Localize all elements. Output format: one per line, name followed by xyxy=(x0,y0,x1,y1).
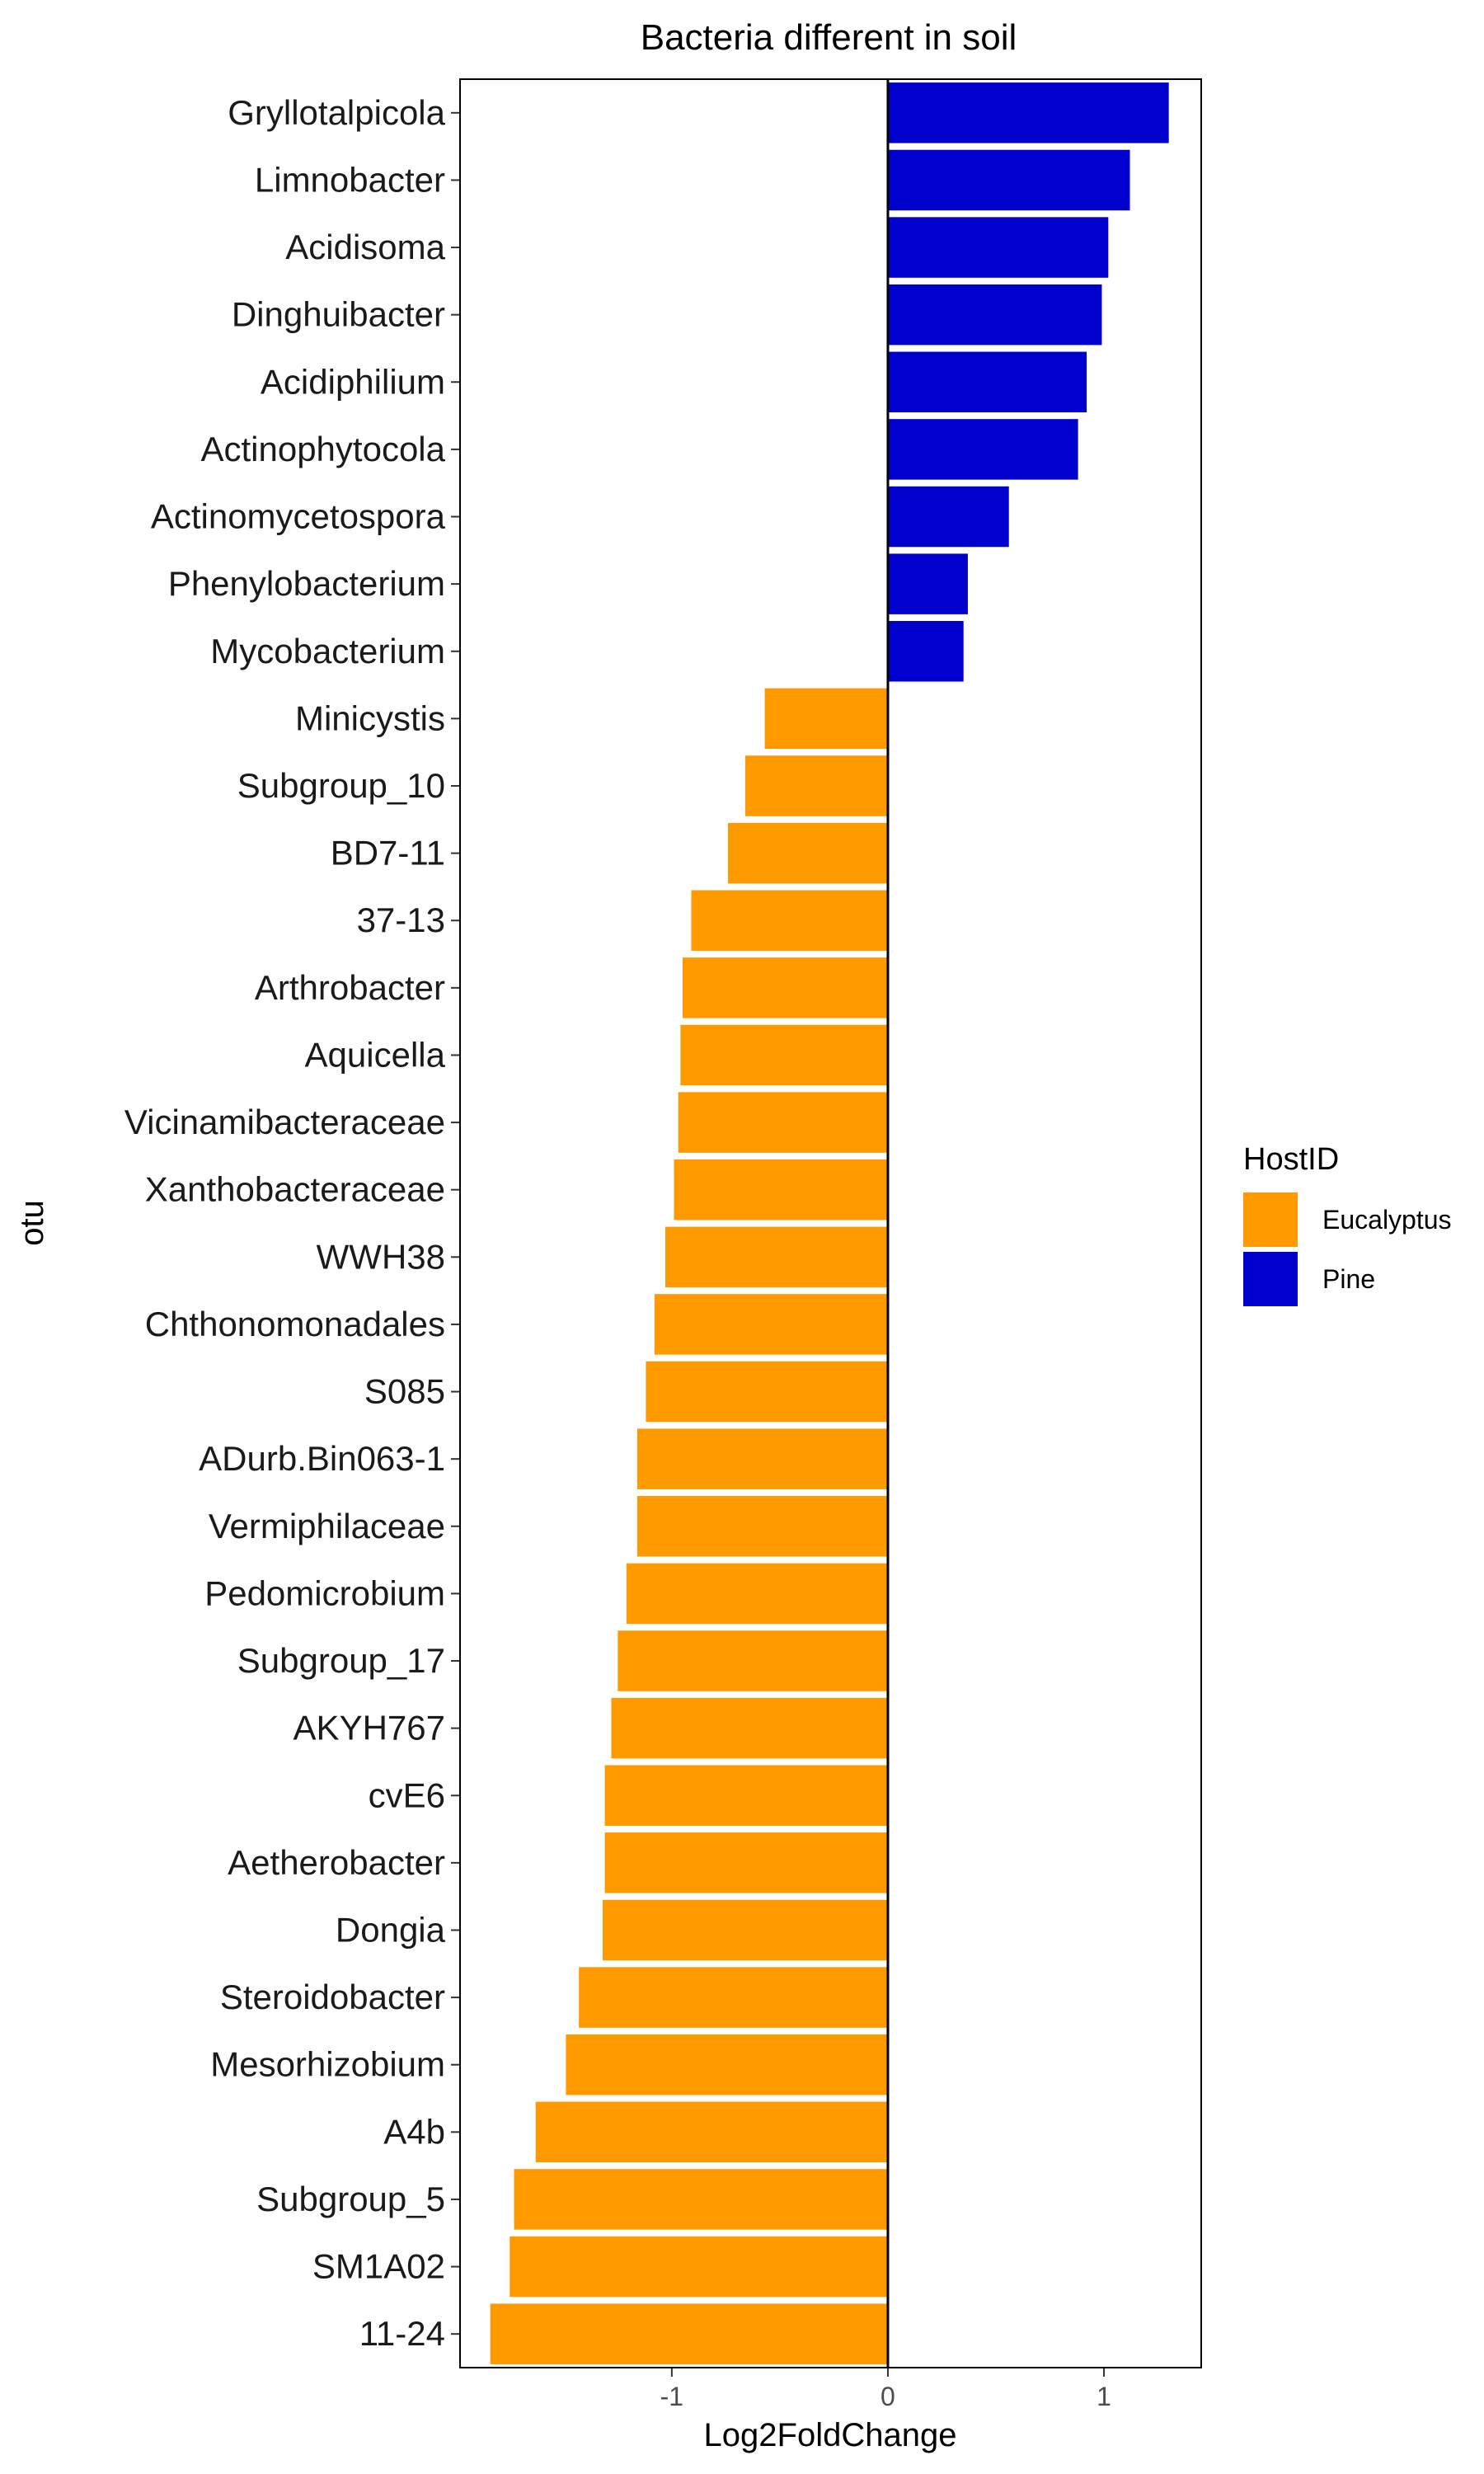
y-axis-title: otu xyxy=(14,1200,50,1246)
bar-Subgroup_17 xyxy=(618,1630,888,1691)
bar-Aquicella xyxy=(680,1024,888,1086)
category-label: Limnobacter xyxy=(255,160,445,199)
bar-Subgroup_5 xyxy=(514,2169,888,2230)
category-label: Acidisoma xyxy=(285,228,445,266)
category-label: Chthonomonadales xyxy=(145,1305,445,1343)
category-label: S085 xyxy=(364,1372,445,1411)
category-label: Xanthobacteraceae xyxy=(145,1170,445,1209)
bar-Chthonomonadales xyxy=(654,1294,888,1355)
bar-Gryllotalpicola xyxy=(887,82,1169,143)
bar-Steroidobacter xyxy=(579,1967,888,2028)
chart-title: Bacteria different in soil xyxy=(641,17,1017,58)
bar-ADurb.Bin063-1 xyxy=(636,1428,888,1489)
bar-Dinghuibacter xyxy=(887,284,1102,346)
bar-Aetherobacter xyxy=(604,1832,888,1893)
bar-Actinomycetospora xyxy=(887,486,1009,548)
legend-title: HostID xyxy=(1243,1142,1339,1177)
bars-group xyxy=(490,82,1169,2364)
category-label: Gryllotalpicola xyxy=(228,93,445,132)
bar-Acidiphilium xyxy=(887,351,1087,413)
category-label: Vicinamibacteraceae xyxy=(124,1103,445,1141)
category-label: BD7-11 xyxy=(331,834,445,872)
bar-Phenylobacterium xyxy=(887,553,968,614)
bar-Acidisoma xyxy=(887,217,1109,278)
bar-A4b xyxy=(535,2101,888,2163)
bar-SM1A02 xyxy=(510,2236,888,2298)
legend-label-pine: Pine xyxy=(1322,1264,1375,1294)
bar-BD7-11 xyxy=(728,822,888,884)
x-tick-label: -1 xyxy=(660,2382,683,2411)
legend-swatch-pine xyxy=(1243,1252,1298,1306)
bar-Vermiphilaceae xyxy=(636,1496,888,1557)
x-tick-label: 0 xyxy=(881,2382,895,2411)
category-label: ADurb.Bin063-1 xyxy=(199,1439,445,1478)
category-label: AKYH767 xyxy=(294,1709,445,1747)
category-label: Arthrobacter xyxy=(255,968,445,1007)
category-label: A4b xyxy=(383,2112,445,2151)
category-label: 37-13 xyxy=(357,901,445,939)
bar-cvE6 xyxy=(604,1765,888,1826)
category-label: 11-24 xyxy=(359,2314,445,2353)
category-labels: Gryllotalpicola Limnobacter Acidisoma Dingh… xyxy=(124,93,460,2353)
category-label: Dongia xyxy=(336,1910,446,1949)
bar-Dongia xyxy=(602,1899,888,1961)
plot-border xyxy=(459,78,1202,2368)
bar-37-13 xyxy=(691,890,888,951)
category-label: Subgroup_5 xyxy=(256,2180,445,2218)
bar-AKYH767 xyxy=(611,1697,888,1759)
category-label: cvE6 xyxy=(369,1776,445,1814)
category-label: SM1A02 xyxy=(312,2247,445,2286)
bar-S085 xyxy=(646,1361,888,1423)
x-tick-label: 1 xyxy=(1097,2382,1111,2411)
category-label: Actinophytocola xyxy=(200,430,445,468)
legend: HostID Eucalyptus Pine xyxy=(1243,1142,1452,1306)
bar-Pedomicrobium xyxy=(626,1563,888,1625)
bar-Vicinamibacteraceae xyxy=(678,1092,888,1153)
category-label: Subgroup_10 xyxy=(237,766,445,805)
category-label: Minicystis xyxy=(295,698,445,737)
category-label: Dinghuibacter xyxy=(232,295,445,334)
bar-Limnobacter xyxy=(887,149,1130,211)
bar-Xanthobacteraceae xyxy=(674,1159,888,1221)
category-label: Vermiphilaceae xyxy=(209,1507,445,1545)
category-label: Phenylobacterium xyxy=(168,564,445,603)
category-label: Subgroup_17 xyxy=(237,1641,445,1680)
category-label: Mesorhizobium xyxy=(210,2045,445,2084)
category-label: WWH38 xyxy=(317,1237,445,1276)
category-label: Mycobacterium xyxy=(210,632,445,670)
bar-Mycobacterium xyxy=(887,621,964,682)
bar-Minicystis xyxy=(764,688,888,750)
category-label: Steroidobacter xyxy=(220,1978,445,2016)
x-axis-ticks: -1 0 1 xyxy=(660,2368,1111,2411)
x-axis-title: Log2FoldChange xyxy=(704,2417,957,2453)
bar-Mesorhizobium xyxy=(566,2034,888,2095)
bar-Actinophytocola xyxy=(887,419,1078,480)
category-label: Aetherobacter xyxy=(228,1843,445,1882)
category-label: Pedomicrobium xyxy=(204,1573,445,1612)
bar-11-24 xyxy=(490,2303,888,2364)
bar-WWH38 xyxy=(665,1226,888,1288)
legend-label-eucalyptus: Eucalyptus xyxy=(1322,1205,1452,1235)
bar-Subgroup_10 xyxy=(744,755,888,816)
bar-Arthrobacter xyxy=(682,957,888,1018)
legend-swatch-eucalyptus xyxy=(1243,1192,1298,1247)
category-label: Aquicella xyxy=(305,1035,446,1074)
category-label: Actinomycetospora xyxy=(151,497,446,536)
category-label: Acidiphilium xyxy=(261,362,445,401)
